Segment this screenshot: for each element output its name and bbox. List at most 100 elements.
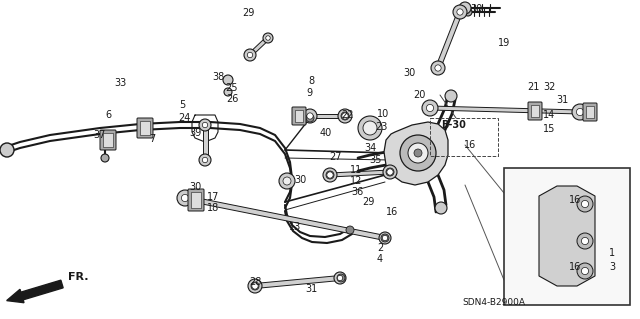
- Circle shape: [414, 149, 422, 157]
- Circle shape: [342, 113, 348, 119]
- Text: 30: 30: [189, 182, 201, 192]
- Circle shape: [202, 157, 208, 163]
- Text: SDN4-B2900A: SDN4-B2900A: [462, 298, 525, 307]
- Circle shape: [248, 279, 262, 293]
- Text: 12: 12: [350, 176, 362, 186]
- Polygon shape: [330, 170, 390, 177]
- Polygon shape: [430, 106, 580, 114]
- Circle shape: [327, 172, 333, 178]
- Circle shape: [358, 116, 382, 140]
- Text: 34: 34: [364, 143, 376, 153]
- Bar: [531, 105, 539, 117]
- Bar: [430, 118, 498, 156]
- Circle shape: [181, 194, 189, 202]
- Circle shape: [251, 282, 259, 290]
- Circle shape: [572, 104, 588, 120]
- Circle shape: [435, 202, 447, 214]
- Circle shape: [306, 114, 314, 122]
- Text: 15: 15: [543, 124, 555, 134]
- Text: 40: 40: [320, 128, 332, 138]
- Text: 30: 30: [294, 175, 306, 185]
- Circle shape: [577, 263, 593, 279]
- Text: 37: 37: [94, 130, 106, 140]
- Text: 1: 1: [609, 248, 615, 258]
- Polygon shape: [248, 37, 269, 56]
- Text: 11: 11: [350, 165, 362, 175]
- Text: 4: 4: [377, 254, 383, 264]
- Circle shape: [383, 165, 397, 179]
- Text: B-30: B-30: [442, 120, 467, 130]
- Text: 16: 16: [386, 207, 398, 217]
- Circle shape: [177, 190, 193, 206]
- Circle shape: [445, 90, 457, 102]
- Circle shape: [202, 122, 208, 128]
- Text: 18: 18: [207, 203, 219, 213]
- Text: 2: 2: [377, 243, 383, 253]
- Text: 21: 21: [527, 82, 539, 92]
- Circle shape: [341, 112, 349, 120]
- Bar: [140, 121, 150, 135]
- Text: 38: 38: [212, 72, 224, 82]
- FancyBboxPatch shape: [188, 189, 204, 211]
- Circle shape: [199, 154, 211, 166]
- Circle shape: [199, 119, 211, 131]
- Text: 19: 19: [498, 38, 510, 48]
- Circle shape: [400, 135, 436, 171]
- Text: 3: 3: [609, 262, 615, 272]
- Circle shape: [223, 75, 233, 85]
- Circle shape: [387, 169, 393, 175]
- Circle shape: [363, 121, 377, 135]
- Polygon shape: [539, 186, 595, 286]
- Text: FR.: FR.: [68, 272, 88, 282]
- FancyBboxPatch shape: [292, 107, 306, 125]
- Text: 23: 23: [375, 122, 387, 132]
- Text: 31: 31: [305, 284, 317, 294]
- Polygon shape: [436, 11, 462, 69]
- Polygon shape: [255, 276, 340, 288]
- Circle shape: [581, 237, 589, 245]
- Text: 13: 13: [289, 222, 301, 232]
- Bar: [295, 110, 303, 122]
- Circle shape: [323, 168, 337, 182]
- Circle shape: [263, 33, 273, 43]
- Circle shape: [426, 104, 434, 112]
- Text: 16: 16: [464, 140, 476, 150]
- Circle shape: [101, 154, 109, 162]
- Circle shape: [382, 235, 388, 241]
- Text: 8: 8: [308, 76, 314, 86]
- Text: 24: 24: [178, 113, 190, 123]
- Bar: [191, 192, 201, 208]
- Circle shape: [338, 109, 352, 123]
- Circle shape: [244, 49, 256, 61]
- Text: 16: 16: [569, 262, 581, 272]
- Circle shape: [379, 232, 391, 244]
- Circle shape: [252, 283, 258, 289]
- Polygon shape: [310, 114, 345, 118]
- Bar: [586, 106, 594, 118]
- Text: 14: 14: [543, 110, 555, 120]
- Text: 9: 9: [306, 88, 312, 98]
- Circle shape: [303, 109, 317, 123]
- Text: 17: 17: [207, 192, 219, 202]
- Circle shape: [247, 52, 253, 58]
- Text: 10: 10: [377, 109, 389, 119]
- Text: 22: 22: [342, 110, 355, 120]
- FancyBboxPatch shape: [583, 103, 597, 121]
- Circle shape: [581, 200, 589, 208]
- Text: 20: 20: [413, 90, 425, 100]
- Circle shape: [577, 108, 584, 115]
- Text: 30: 30: [403, 68, 415, 78]
- Text: 39: 39: [189, 128, 201, 138]
- Text: 26: 26: [226, 94, 238, 104]
- Text: 32: 32: [543, 82, 555, 92]
- Circle shape: [346, 226, 354, 234]
- Circle shape: [408, 143, 428, 163]
- Circle shape: [431, 61, 445, 75]
- Text: 5: 5: [179, 100, 185, 110]
- Circle shape: [266, 36, 270, 40]
- Circle shape: [453, 5, 467, 19]
- Polygon shape: [184, 196, 385, 241]
- FancyBboxPatch shape: [528, 102, 542, 120]
- Text: 33: 33: [114, 78, 126, 88]
- Text: 16: 16: [569, 195, 581, 205]
